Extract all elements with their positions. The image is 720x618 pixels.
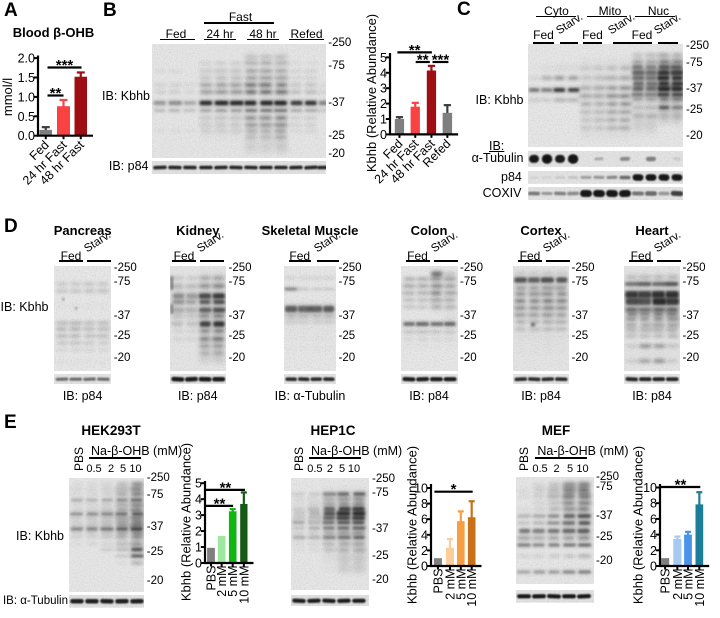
svg-text:**: ** [214, 495, 226, 512]
svg-text:5 mM: 5 mM [454, 569, 468, 600]
svg-text:4: 4 [195, 493, 202, 507]
svg-text:2: 2 [421, 544, 428, 558]
svg-text:5: 5 [380, 51, 387, 65]
svg-text:PBS: PBS [432, 569, 446, 594]
svg-text:4: 4 [421, 528, 428, 542]
svg-text:10: 10 [414, 482, 428, 496]
svg-text:PBS: PBS [659, 569, 673, 594]
svg-text:0.0: 0.0 [18, 129, 35, 143]
svg-text:*: * [451, 481, 457, 498]
svg-text:6: 6 [650, 512, 657, 526]
svg-text:mmol/l: mmol/l [0, 78, 15, 116]
svg-text:0: 0 [195, 557, 202, 571]
svg-text:1.5: 1.5 [18, 71, 35, 85]
svg-text:6: 6 [421, 513, 428, 527]
svg-text:5 mM: 5 mM [682, 569, 696, 600]
svg-text:2 mM: 2 mM [671, 569, 685, 600]
svg-text:4: 4 [650, 528, 657, 542]
svg-text:2 mM: 2 mM [215, 566, 229, 597]
svg-text:2: 2 [195, 525, 202, 539]
svg-text:***: *** [56, 57, 74, 74]
svg-text:Kbhb (Relative Abundance): Kbhb (Relative Abundance) [631, 446, 646, 604]
svg-text:10: 10 [643, 481, 657, 495]
svg-text:**: ** [675, 477, 687, 494]
svg-text:**: ** [50, 85, 62, 102]
svg-text:Kbhb (Relative Abundance): Kbhb (Relative Abundance) [364, 14, 379, 172]
svg-text:**: ** [409, 42, 421, 59]
svg-text:2.0: 2.0 [18, 52, 35, 66]
svg-text:5: 5 [195, 477, 202, 491]
svg-text:2: 2 [380, 97, 387, 111]
svg-text:2: 2 [650, 544, 657, 558]
svg-text:0.5: 0.5 [18, 110, 35, 124]
svg-text:8: 8 [650, 497, 657, 511]
svg-text:10 mM: 10 mM [465, 569, 479, 607]
svg-text:1: 1 [195, 541, 202, 555]
svg-text:**: ** [220, 479, 232, 496]
svg-text:Kbhb (Relative Abundance): Kbhb (Relative Abundance) [405, 446, 420, 604]
svg-text:10 mM: 10 mM [693, 569, 707, 607]
svg-text:4: 4 [380, 66, 387, 80]
svg-text:8: 8 [421, 497, 428, 511]
svg-text:10 mM: 10 mM [237, 566, 251, 604]
svg-text:Kbhb (Relative Abundance): Kbhb (Relative Abundance) [179, 443, 194, 601]
svg-text:2 mM: 2 mM [444, 569, 458, 600]
svg-text:5 mM: 5 mM [226, 566, 240, 597]
svg-text:3: 3 [195, 509, 202, 523]
svg-text:3: 3 [380, 82, 387, 96]
svg-text:PBS: PBS [205, 566, 219, 591]
svg-text:1: 1 [380, 113, 387, 127]
svg-text:0: 0 [650, 560, 657, 574]
svg-text:1.0: 1.0 [18, 90, 35, 104]
svg-text:**: ** [417, 52, 429, 69]
svg-text:0: 0 [380, 128, 387, 142]
svg-text:0: 0 [421, 560, 428, 574]
svg-text:***: *** [432, 52, 450, 69]
